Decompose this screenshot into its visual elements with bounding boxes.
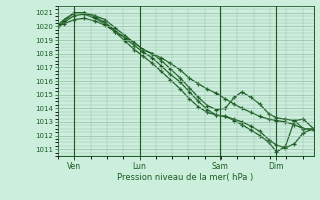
X-axis label: Pression niveau de la mer( hPa ): Pression niveau de la mer( hPa ) — [117, 173, 254, 182]
